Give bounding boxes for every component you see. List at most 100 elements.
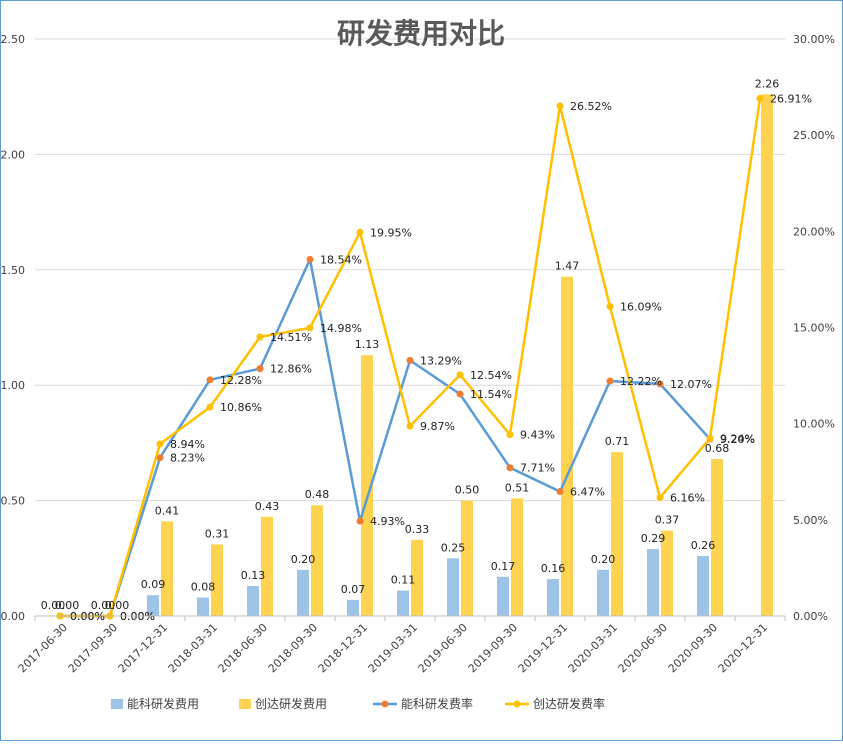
bar-data-label: 1.13 <box>355 338 380 351</box>
series-point <box>556 102 564 110</box>
y-right-tick-label: 30.00% <box>793 33 835 46</box>
bar-data-label: 0.25 <box>441 541 466 554</box>
series-point <box>356 517 364 525</box>
bar <box>711 459 723 616</box>
series-point <box>656 494 664 502</box>
series-point <box>306 255 314 263</box>
legend-marker <box>513 700 521 708</box>
line-data-label: 13.29% <box>420 354 462 367</box>
y-left-tick-label: 2.00 <box>1 148 25 161</box>
legend-swatch <box>239 699 251 709</box>
data-labels: 0.00 0.000.09 0.080.130.200.070.110.250.17… <box>41 77 812 623</box>
series-point <box>606 377 614 385</box>
legend-label: 创达研发费用 <box>255 696 327 711</box>
y-right-tick-label: 0.00% <box>793 610 828 623</box>
line-data-label: 9.20% <box>720 433 755 446</box>
series-point <box>556 488 564 496</box>
markers <box>56 94 764 620</box>
bar-data-label: 1.47 <box>555 260 580 273</box>
bar-data-label: 0.51 <box>505 481 530 494</box>
x-tick-label: 2019-12-31 <box>516 621 570 675</box>
series-point <box>206 403 214 411</box>
series-point <box>406 356 414 364</box>
line-data-label: 6.47% <box>570 486 605 499</box>
y-left-tick-label: 0.00 <box>1 610 25 623</box>
line-data-label: 12.54% <box>470 369 512 382</box>
bar <box>461 500 473 616</box>
line-data-label: 9.87% <box>420 420 455 433</box>
bar-data-label: 0.20 <box>291 553 316 566</box>
bar <box>561 276 573 616</box>
bar-data-label: 0.13 <box>241 569 266 582</box>
y-left-tick-label: 0.50 <box>1 495 25 508</box>
bar-data-label: 0.29 <box>641 532 666 545</box>
bar-data-label: 0.08 <box>191 581 216 594</box>
y-right-tick-label: 10.00% <box>793 418 835 431</box>
series-point <box>356 228 364 236</box>
series-line <box>60 258 711 618</box>
y-right-tick-label: 20.00% <box>793 225 835 238</box>
bar-data-label: 0.00 <box>41 599 66 612</box>
series-point <box>756 94 764 102</box>
line-data-label: 7.71% <box>520 462 555 475</box>
bar <box>197 597 209 616</box>
bar-data-label: 0.68 <box>705 442 730 455</box>
bar-data-label: 0.07 <box>341 583 366 596</box>
bar-data-label: 0.50 <box>455 484 480 497</box>
line-data-label: 19.95% <box>370 226 412 239</box>
series-point <box>256 365 264 373</box>
x-tick-label: 2018-06-30 <box>216 621 270 675</box>
y-right-tick-label: 15.00% <box>793 322 835 335</box>
bar <box>697 555 709 616</box>
x-tick-label: 2017-06-30 <box>16 621 70 675</box>
line-data-label: 12.22% <box>620 375 662 388</box>
bar <box>447 558 459 616</box>
series-point <box>456 390 464 398</box>
bar <box>297 569 309 616</box>
bar-data-label: 0.48 <box>305 488 330 501</box>
x-tick-label: 2020-06-30 <box>616 621 670 675</box>
series-point <box>156 454 164 462</box>
legend-label: 能科研发费用 <box>127 696 199 711</box>
bar <box>497 576 509 616</box>
bar <box>597 569 609 616</box>
bar <box>661 530 673 616</box>
bar <box>647 549 659 616</box>
bar-data-label: 0.11 <box>391 574 416 587</box>
line-data-label: 8.23% <box>170 452 205 465</box>
bar <box>261 516 273 616</box>
series-point <box>506 464 514 472</box>
bar-data-label: 0.41 <box>155 504 180 517</box>
bar-data-label: 0.43 <box>255 500 280 513</box>
line-data-label: 18.54% <box>320 253 362 266</box>
x-tick-label: 2019-09-30 <box>466 621 520 675</box>
y-left-tick-label: 2.50 <box>1 33 25 46</box>
x-tick-label: 2020-03-31 <box>566 621 620 675</box>
line-data-label: 9.43% <box>520 429 555 442</box>
bar <box>361 355 373 616</box>
bar-data-label: 0.00 <box>105 599 130 612</box>
x-tick-label: 2017-09-30 <box>66 621 120 675</box>
x-tick-label: 2018-12-31 <box>316 621 370 675</box>
bar <box>511 498 523 616</box>
bar-data-label: 0.16 <box>541 562 566 575</box>
series-point <box>706 434 714 442</box>
series-point <box>606 303 614 311</box>
x-tick-label: 2018-09-30 <box>266 621 320 675</box>
legend-marker <box>381 700 389 708</box>
line-data-label: 26.52% <box>570 100 612 113</box>
line-data-label: 26.91% <box>770 92 812 105</box>
legend-label: 创达研发费率 <box>533 696 605 711</box>
x-tick-label: 2019-06-30 <box>416 621 470 675</box>
series-point <box>656 380 664 388</box>
bar <box>411 539 423 616</box>
series-point <box>306 324 314 332</box>
bar <box>761 94 773 617</box>
y-right-tick-label: 5.00% <box>793 514 828 527</box>
bar-data-label: 0.00 <box>55 599 80 612</box>
bar <box>611 452 623 616</box>
x-tick-label: 2017-12-31 <box>116 621 170 675</box>
bar-data-label: 0.09 <box>141 578 166 591</box>
